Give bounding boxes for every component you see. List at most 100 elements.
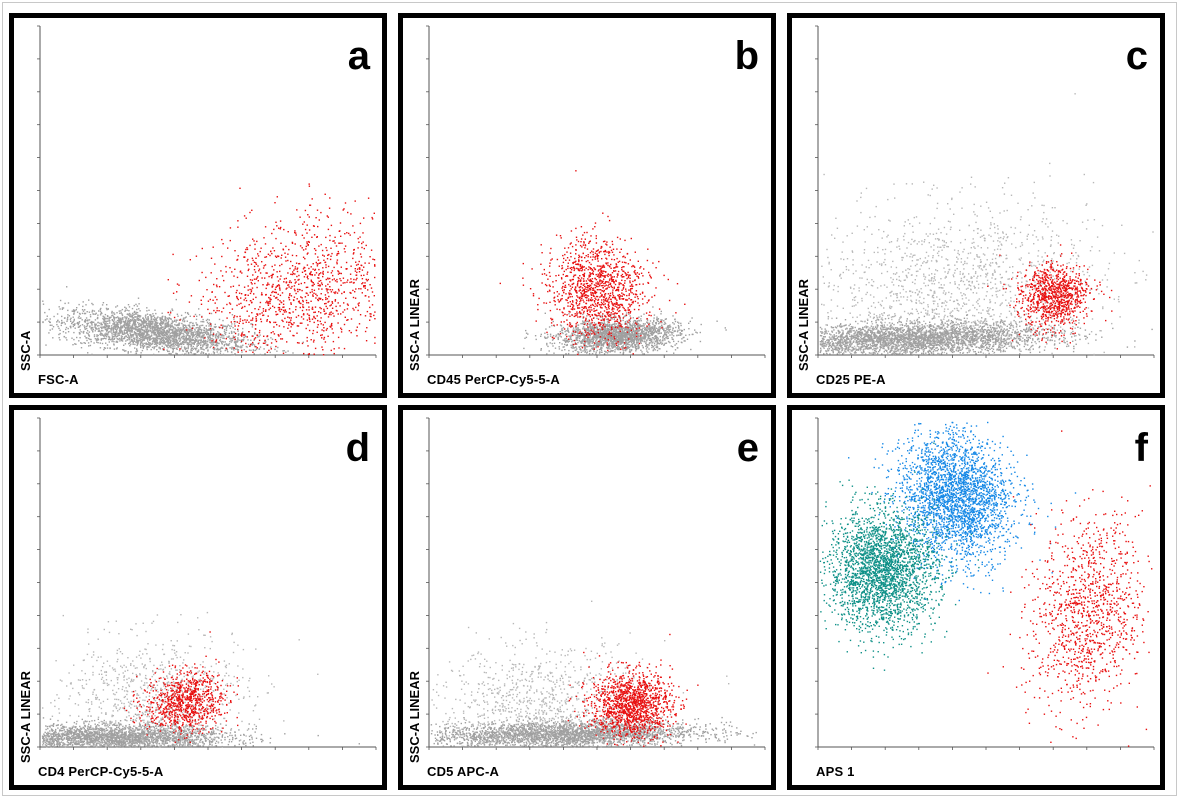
event-point [617,347,620,349]
event-point [597,334,599,337]
event-point [187,328,189,330]
event-point [337,336,340,339]
event-point [224,291,226,294]
event-point [296,298,298,300]
event-point [205,343,207,345]
event-point [135,316,137,318]
event-point [664,332,666,334]
event-point [175,342,178,344]
event-point [261,292,263,294]
event-point [124,327,127,330]
event-point [127,326,129,328]
event-point [291,285,293,288]
event-point [590,345,592,347]
event-point [602,318,604,320]
event-point [301,322,303,324]
event-point [270,342,273,344]
event-point [576,328,578,331]
event-point [661,322,663,324]
event-point [194,339,196,342]
event-point [198,333,200,335]
event-point [106,344,109,346]
event-point [334,300,336,302]
event-point [132,320,135,322]
event-point [120,335,123,337]
event-point [183,334,185,336]
event-point [274,348,276,351]
event-point [203,321,205,323]
event-point [170,335,172,337]
event-point [104,337,106,339]
event-point [287,284,290,286]
event-point [655,335,658,337]
event-point [129,315,131,318]
event-point [325,288,328,290]
event-point [308,353,310,355]
event-point [600,347,602,349]
event-point [679,329,681,331]
event-point [105,338,107,340]
event-point [227,295,229,297]
event-point [231,332,233,334]
event-point [330,313,332,316]
event-point [207,337,210,339]
event-point [141,320,143,322]
event-point [226,348,228,350]
event-point [633,323,636,325]
event-point [317,299,320,302]
event-point [67,327,69,330]
event-point [327,271,329,273]
event-point [285,277,287,280]
event-point [154,343,156,345]
event-point [202,351,205,354]
event-point [347,279,349,281]
event-point [231,353,233,356]
event-point [267,253,270,255]
event-point [212,343,215,346]
event-point [172,343,175,345]
event-point [320,317,322,319]
event-point [99,347,102,349]
event-point [238,292,241,294]
event-point [97,314,99,316]
event-point [228,302,231,304]
event-point [657,338,659,340]
event-point [117,316,119,318]
event-point [340,313,342,315]
event-point [92,328,95,331]
event-point [206,330,208,332]
event-point [615,347,617,349]
event-point [93,310,96,312]
event-point [193,315,195,318]
event-point [339,242,341,244]
event-point [237,226,239,228]
event-point [642,327,644,329]
event-point [288,294,291,296]
event-point [149,323,152,325]
event-point [207,341,209,343]
event-point [145,336,147,339]
event-point [597,330,599,332]
event-point [308,185,311,187]
event-point [567,327,569,329]
event-point [661,342,664,344]
event-point [322,254,324,256]
event-point [369,319,371,321]
event-point [333,291,335,294]
event-point [270,298,272,301]
event-point [307,244,309,247]
event-point [127,313,129,315]
event-point [137,297,140,299]
event-point [201,271,203,274]
event-point [352,307,354,310]
event-point [49,321,51,323]
event-point [182,349,184,351]
event-point [580,340,582,343]
event-point [195,336,197,338]
event-point [184,337,187,339]
event-point [139,344,142,346]
event-point [208,329,210,332]
event-point [344,245,347,247]
event-point [553,325,556,327]
event-point [200,347,203,349]
